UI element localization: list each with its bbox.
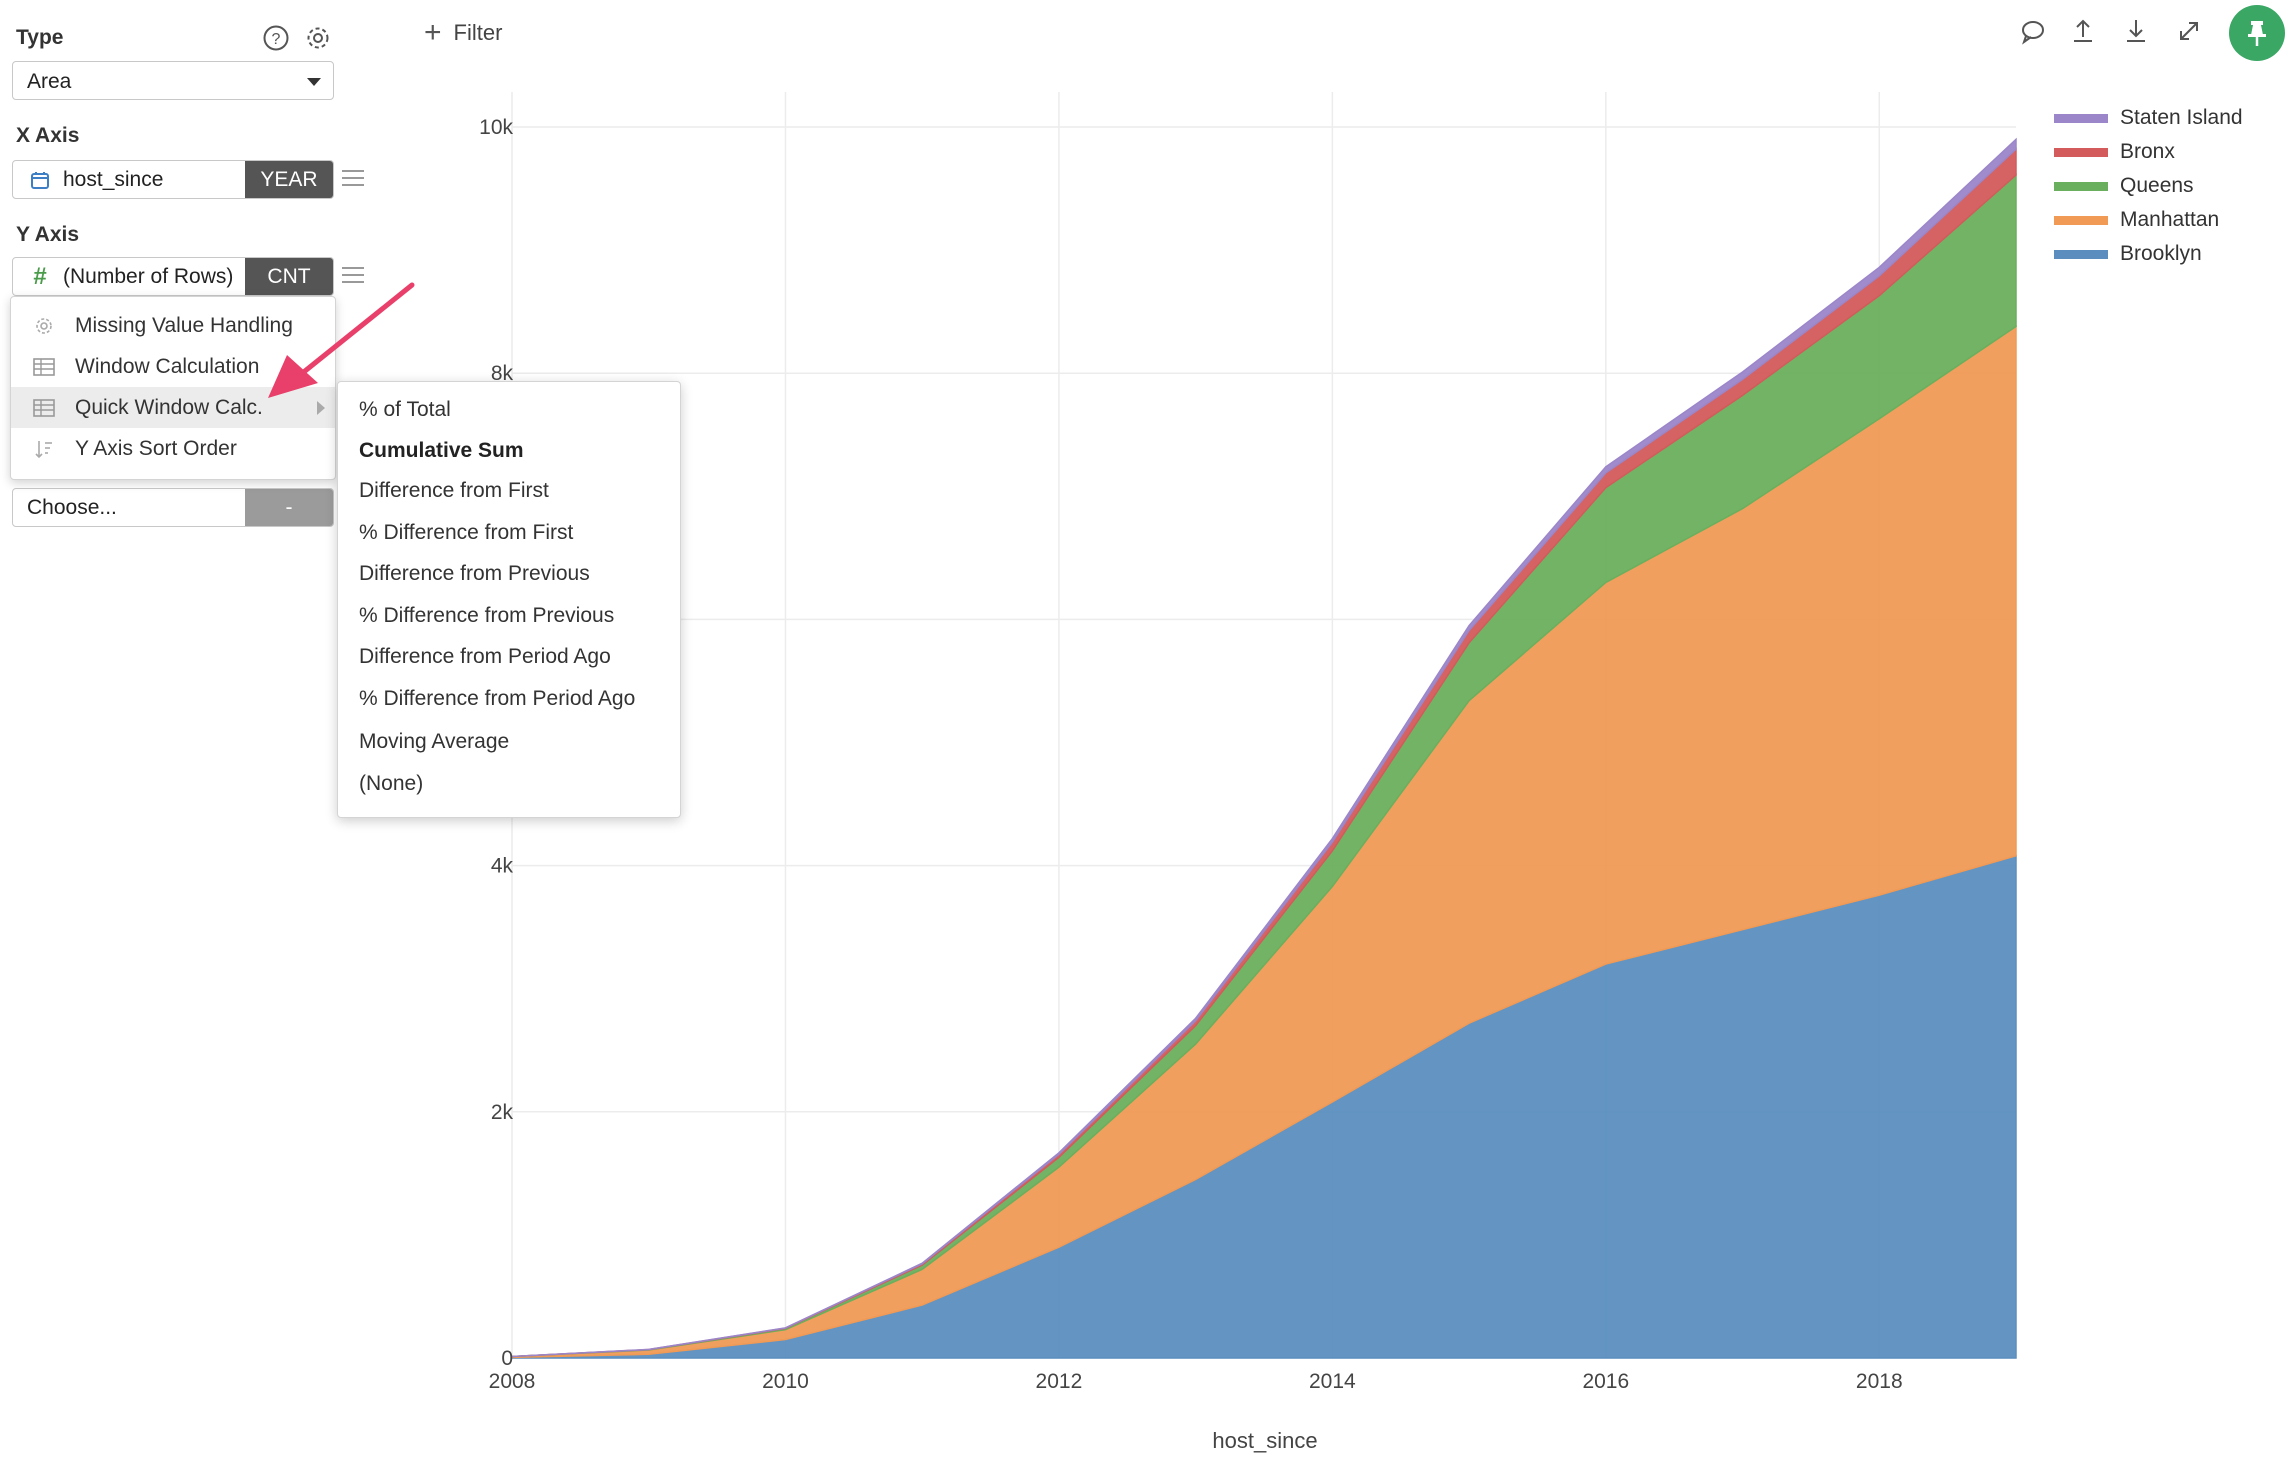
legend-swatch bbox=[2054, 113, 2108, 123]
menu-item-label: Quick Window Calc. bbox=[75, 395, 263, 419]
x-axis-menu-icon[interactable] bbox=[342, 170, 364, 186]
pin-button[interactable] bbox=[2229, 5, 2285, 61]
sort-icon bbox=[31, 439, 57, 459]
expand-icon[interactable] bbox=[2174, 16, 2204, 46]
chevron-down-icon bbox=[307, 78, 321, 86]
submenu-item-difference-from-period-ago[interactable]: Difference from Period Ago bbox=[359, 645, 611, 668]
y-tick-label: 10k bbox=[479, 116, 513, 139]
menu-item-label: Window Calculation bbox=[75, 354, 260, 378]
choose-tag[interactable]: - bbox=[245, 489, 333, 526]
submenu-item-none[interactable]: (None) bbox=[359, 772, 424, 795]
x-tick-label: 2010 bbox=[762, 1370, 809, 1393]
help-icon[interactable]: ? bbox=[262, 24, 290, 52]
y-axis-field-name: (Number of Rows) bbox=[63, 264, 234, 288]
submenu-item-difference-from-previous[interactable]: Difference from Previous bbox=[359, 562, 590, 585]
y-tick-label: 2k bbox=[491, 1101, 514, 1124]
y-axis-menu-icon[interactable] bbox=[342, 267, 364, 283]
x-axis-field-name: host_since bbox=[63, 167, 164, 191]
table-icon bbox=[31, 357, 57, 376]
type-section-label: Type bbox=[16, 26, 64, 49]
x-axis-aggregation-tag[interactable]: YEAR bbox=[245, 161, 333, 198]
svg-text:?: ? bbox=[272, 31, 281, 48]
chevron-right-icon bbox=[317, 401, 325, 415]
menu-item-missing-value-handling[interactable]: Missing Value Handling bbox=[11, 305, 335, 346]
x-tick-label: 2018 bbox=[1856, 1370, 1903, 1393]
menu-item-label: Missing Value Handling bbox=[75, 313, 293, 337]
legend-swatch bbox=[2054, 147, 2108, 157]
filter-label: Filter bbox=[453, 20, 503, 45]
y-axis-field-pill[interactable]: # (Number of Rows) CNT bbox=[12, 257, 334, 296]
chart-areas bbox=[511, 137, 2017, 1359]
legend-label: Manhattan bbox=[2120, 208, 2220, 231]
y-axis-section-label: Y Axis bbox=[16, 223, 80, 246]
legend-swatch bbox=[2054, 249, 2108, 259]
pin-icon bbox=[2248, 21, 2266, 46]
y-axis-context-menu: Missing Value Handling Window Calculatio… bbox=[10, 296, 336, 480]
gear-icon bbox=[31, 316, 57, 336]
submenu-item-pct-difference-from-previous[interactable]: % Difference from Previous bbox=[359, 604, 615, 627]
legend-item-queens[interactable]: Queens bbox=[2054, 174, 2194, 198]
submenu-item-percent-of-total[interactable]: % of Total bbox=[359, 398, 451, 421]
comment-icon[interactable] bbox=[2018, 16, 2048, 46]
x-axis-section-label: X Axis bbox=[16, 124, 80, 147]
chart-type-select[interactable]: Area bbox=[12, 61, 334, 100]
quick-window-calc-submenu: % of Total Cumulative Sum Difference fro… bbox=[337, 381, 681, 818]
legend-label: Staten Island bbox=[2120, 106, 2243, 129]
x-axis-title: host_since bbox=[1212, 1428, 1317, 1453]
legend-swatch bbox=[2054, 215, 2108, 225]
type-header-icons: ? bbox=[262, 24, 332, 52]
legend-label: Queens bbox=[2120, 174, 2194, 197]
legend-item-manhattan[interactable]: Manhattan bbox=[2054, 208, 2219, 232]
area-series-staten-island bbox=[511, 137, 2017, 1358]
legend-label: Bronx bbox=[2120, 140, 2175, 163]
submenu-item-pct-difference-from-first[interactable]: % Difference from First bbox=[359, 521, 574, 544]
y-tick-label: 8k bbox=[491, 362, 514, 385]
color-field-choose[interactable]: Choose... - bbox=[12, 488, 334, 527]
y-tick-label: 0 bbox=[501, 1347, 513, 1370]
x-tick-label: 2012 bbox=[1036, 1370, 1083, 1393]
legend-label: Brooklyn bbox=[2120, 242, 2202, 265]
legend-swatch bbox=[2054, 181, 2108, 191]
menu-item-window-calculation[interactable]: Window Calculation bbox=[11, 346, 335, 387]
submenu-item-cumulative-sum[interactable]: Cumulative Sum bbox=[359, 439, 524, 462]
download-icon[interactable] bbox=[2121, 16, 2151, 46]
chart-type-value: Area bbox=[27, 70, 72, 93]
y-tick-label: 4k bbox=[491, 855, 514, 878]
x-tick-label: 2008 bbox=[489, 1370, 536, 1393]
x-tick-label: 2014 bbox=[1309, 1370, 1356, 1393]
chart-axes: 20082010201220142016201802k4k6k8k10k bbox=[479, 116, 1902, 1393]
submenu-item-difference-from-first[interactable]: Difference from First bbox=[359, 479, 549, 502]
y-axis-aggregation-tag[interactable]: CNT bbox=[245, 258, 333, 295]
calendar-icon bbox=[27, 170, 53, 190]
legend-item-brooklyn[interactable]: Brooklyn bbox=[2054, 242, 2202, 266]
legend-item-bronx[interactable]: Bronx bbox=[2054, 140, 2175, 164]
table-icon bbox=[31, 398, 57, 417]
menu-item-y-axis-sort-order[interactable]: Y Axis Sort Order bbox=[11, 428, 335, 469]
submenu-item-pct-difference-from-period-ago[interactable]: % Difference from Period Ago bbox=[359, 687, 636, 710]
menu-item-label: Y Axis Sort Order bbox=[75, 436, 237, 460]
x-tick-label: 2016 bbox=[1582, 1370, 1629, 1393]
menu-item-quick-window-calc[interactable]: Quick Window Calc. bbox=[11, 387, 335, 428]
upload-icon[interactable] bbox=[2068, 16, 2098, 46]
number-hash-icon: # bbox=[33, 262, 47, 290]
choose-placeholder: Choose... bbox=[27, 495, 117, 519]
submenu-item-moving-average[interactable]: Moving Average bbox=[359, 730, 510, 753]
settings-gear-icon[interactable] bbox=[304, 24, 332, 52]
plus-icon: + bbox=[424, 16, 442, 49]
legend-item-staten-island[interactable]: Staten Island bbox=[2054, 106, 2243, 130]
x-axis-field-pill[interactable]: host_since YEAR bbox=[12, 160, 334, 199]
add-filter-button[interactable]: + Filter bbox=[424, 18, 502, 48]
